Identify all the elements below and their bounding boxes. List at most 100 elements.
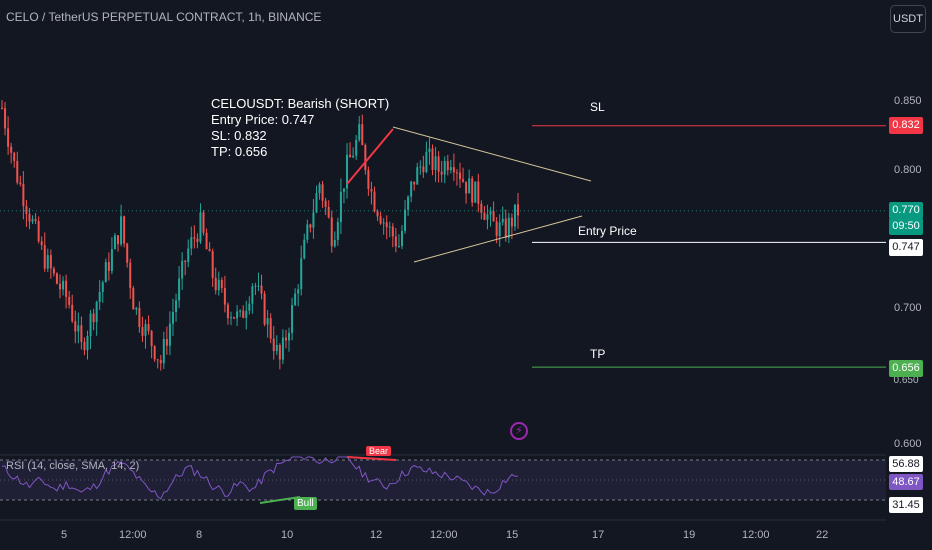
candle-body — [449, 167, 452, 171]
candle-body — [80, 325, 83, 342]
candle-body — [77, 325, 80, 332]
x-tick: 22 — [816, 529, 829, 541]
candle-body — [370, 188, 373, 192]
candle-body — [226, 304, 229, 319]
candle-body — [150, 330, 153, 347]
x-tick: 5 — [61, 529, 68, 541]
candle-body — [260, 285, 263, 294]
rsi-title: RSI (14, close, SMA, 14, 2) — [6, 460, 140, 472]
candle-body — [229, 317, 232, 319]
bear-divergence-label: Bear — [366, 446, 392, 456]
candle-body — [349, 154, 352, 158]
candle-body — [98, 292, 101, 302]
candle-body — [220, 279, 223, 289]
candle-body — [330, 217, 333, 247]
candle-body — [184, 260, 187, 262]
x-tick: 10 — [281, 529, 294, 541]
candle-body — [281, 337, 284, 360]
candle-body — [474, 181, 477, 203]
candle-body — [407, 196, 410, 210]
currency-button[interactable]: USDT — [890, 5, 926, 33]
candle-body — [46, 255, 49, 269]
candle-body — [19, 182, 22, 184]
candle-body — [22, 183, 25, 207]
candle-body — [175, 300, 178, 313]
candle-body — [413, 181, 416, 185]
candle-body — [483, 212, 486, 220]
candle-body — [65, 280, 68, 297]
candle-body — [257, 285, 260, 287]
candle-body — [382, 222, 385, 224]
candle-body — [55, 273, 58, 284]
candle-body — [43, 245, 46, 269]
candle-body — [437, 156, 440, 172]
candle-body — [300, 258, 303, 290]
candle-body — [138, 307, 141, 328]
triangle-upper-trendline — [392, 126, 592, 182]
candle-body — [400, 230, 403, 247]
rsi-upper-tag: 56.88 — [889, 456, 923, 472]
note-line-bias: CELOUSDT: Bearish (SHORT) — [211, 96, 390, 111]
candle-body — [171, 312, 174, 324]
candle-body — [327, 206, 330, 218]
bear-divergence-line — [346, 456, 397, 461]
candle-body — [333, 239, 336, 247]
triangle-lower-trendline — [413, 215, 583, 263]
candle-body — [480, 203, 483, 213]
lightning-icon[interactable]: ⚡ — [510, 422, 528, 440]
candle-body — [193, 237, 196, 239]
chart-title: CELO / TetherUS PERPETUAL CONTRACT, 1h, … — [6, 10, 322, 24]
candle-body — [510, 217, 513, 227]
candle-body — [120, 216, 123, 245]
candle-body — [52, 268, 55, 274]
candle-body — [83, 341, 86, 351]
candle-body — [141, 327, 144, 336]
candle-body — [397, 246, 400, 248]
candle-body — [489, 211, 492, 215]
rsi-value-tag: 48.67 — [889, 474, 923, 490]
tp-level-label: TP — [590, 347, 606, 361]
candle-body — [74, 321, 77, 332]
candle-body — [391, 226, 394, 237]
candle-body — [242, 310, 245, 318]
candle-body — [239, 310, 242, 312]
candle-body — [321, 184, 324, 201]
candle-body — [89, 313, 92, 336]
candle-body — [49, 255, 52, 269]
candle-body — [62, 280, 65, 290]
candle-body — [446, 161, 449, 171]
candle-body — [181, 260, 184, 279]
candle-body — [297, 289, 300, 294]
candle-body — [288, 332, 291, 341]
x-tick: 15 — [506, 529, 519, 541]
candle-body — [1, 107, 3, 109]
candle-body — [117, 235, 120, 245]
x-tick: 19 — [683, 529, 696, 541]
candle-body — [471, 178, 474, 203]
candle-body — [59, 283, 62, 290]
candle-body — [422, 166, 425, 173]
candle-body — [178, 278, 181, 301]
candle-body — [294, 293, 297, 306]
candle-body — [223, 288, 226, 305]
candle-body — [245, 310, 248, 318]
candle-body — [416, 167, 419, 185]
candle-body — [468, 178, 471, 194]
rsi-line — [1, 456, 518, 500]
candle-body — [306, 224, 309, 240]
candle-body — [346, 154, 349, 189]
candle-body — [214, 277, 217, 291]
candle-body — [462, 179, 465, 182]
candle-body — [361, 124, 364, 146]
candle-body — [37, 220, 40, 242]
candle-body — [25, 206, 28, 214]
candle-body — [132, 288, 135, 310]
note-line-tp: TP: 0.656 — [211, 144, 268, 159]
candle-body — [159, 360, 162, 364]
candle-body — [16, 160, 19, 183]
candle-body — [379, 216, 382, 224]
candle-body — [269, 318, 272, 339]
candle-body — [86, 335, 89, 351]
x-tick: 12:00 — [119, 529, 147, 541]
